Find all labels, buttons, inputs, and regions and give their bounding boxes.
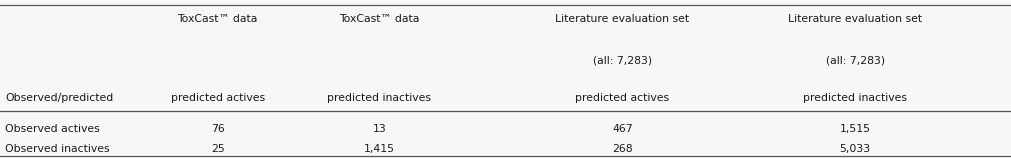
Text: 1,415: 1,415 (364, 144, 394, 154)
Text: Observed/predicted: Observed/predicted (5, 93, 113, 103)
Text: predicted actives: predicted actives (170, 93, 265, 103)
Text: Literature evaluation set: Literature evaluation set (788, 14, 921, 24)
Text: predicted actives: predicted actives (574, 93, 669, 103)
Text: ToxCast™ data: ToxCast™ data (177, 14, 258, 24)
Text: 5,033: 5,033 (839, 144, 869, 154)
Text: predicted inactives: predicted inactives (803, 93, 906, 103)
Text: predicted inactives: predicted inactives (328, 93, 431, 103)
Text: Literature evaluation set: Literature evaluation set (555, 14, 688, 24)
Text: 76: 76 (210, 124, 224, 134)
Text: ToxCast™ data: ToxCast™ data (339, 14, 420, 24)
Text: 25: 25 (210, 144, 224, 154)
Text: 268: 268 (612, 144, 632, 154)
Text: 13: 13 (372, 124, 386, 134)
Text: 467: 467 (612, 124, 632, 134)
Text: (all: 7,283): (all: 7,283) (825, 55, 884, 65)
Text: 1,515: 1,515 (839, 124, 869, 134)
Text: Observed actives: Observed actives (5, 124, 100, 134)
Text: (all: 7,283): (all: 7,283) (592, 55, 651, 65)
Text: Observed inactives: Observed inactives (5, 144, 109, 154)
